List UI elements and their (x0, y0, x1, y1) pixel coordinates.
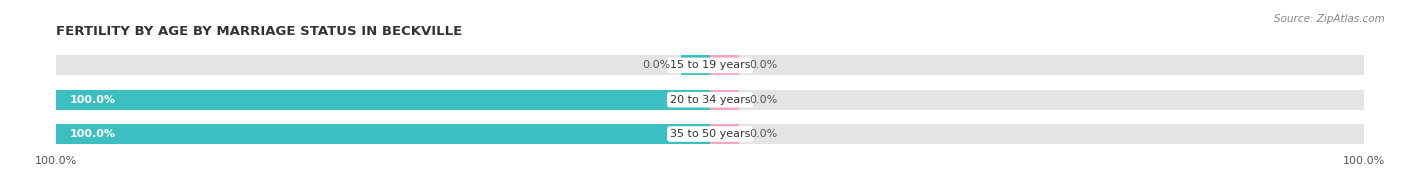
Text: Source: ZipAtlas.com: Source: ZipAtlas.com (1274, 14, 1385, 24)
Bar (710, 90, 740, 110)
Bar (681, 124, 710, 144)
Bar (681, 90, 710, 110)
Bar (710, 55, 740, 75)
Text: 100.0%: 100.0% (69, 129, 115, 139)
Text: 0.0%: 0.0% (643, 60, 671, 70)
Text: 20 to 34 years: 20 to 34 years (669, 95, 751, 105)
Text: 0.0%: 0.0% (749, 95, 778, 105)
Bar (56, 124, 1364, 144)
Bar (710, 124, 740, 144)
Text: FERTILITY BY AGE BY MARRIAGE STATUS IN BECKVILLE: FERTILITY BY AGE BY MARRIAGE STATUS IN B… (56, 25, 463, 38)
Text: 35 to 50 years: 35 to 50 years (669, 129, 751, 139)
Text: 15 to 19 years: 15 to 19 years (669, 60, 751, 70)
Text: 100.0%: 100.0% (69, 95, 115, 105)
Bar (56, 90, 1364, 110)
Text: 0.0%: 0.0% (749, 129, 778, 139)
Bar (56, 90, 710, 110)
Bar (56, 55, 1364, 75)
Text: 0.0%: 0.0% (749, 60, 778, 70)
Bar (681, 55, 710, 75)
Bar (56, 124, 710, 144)
